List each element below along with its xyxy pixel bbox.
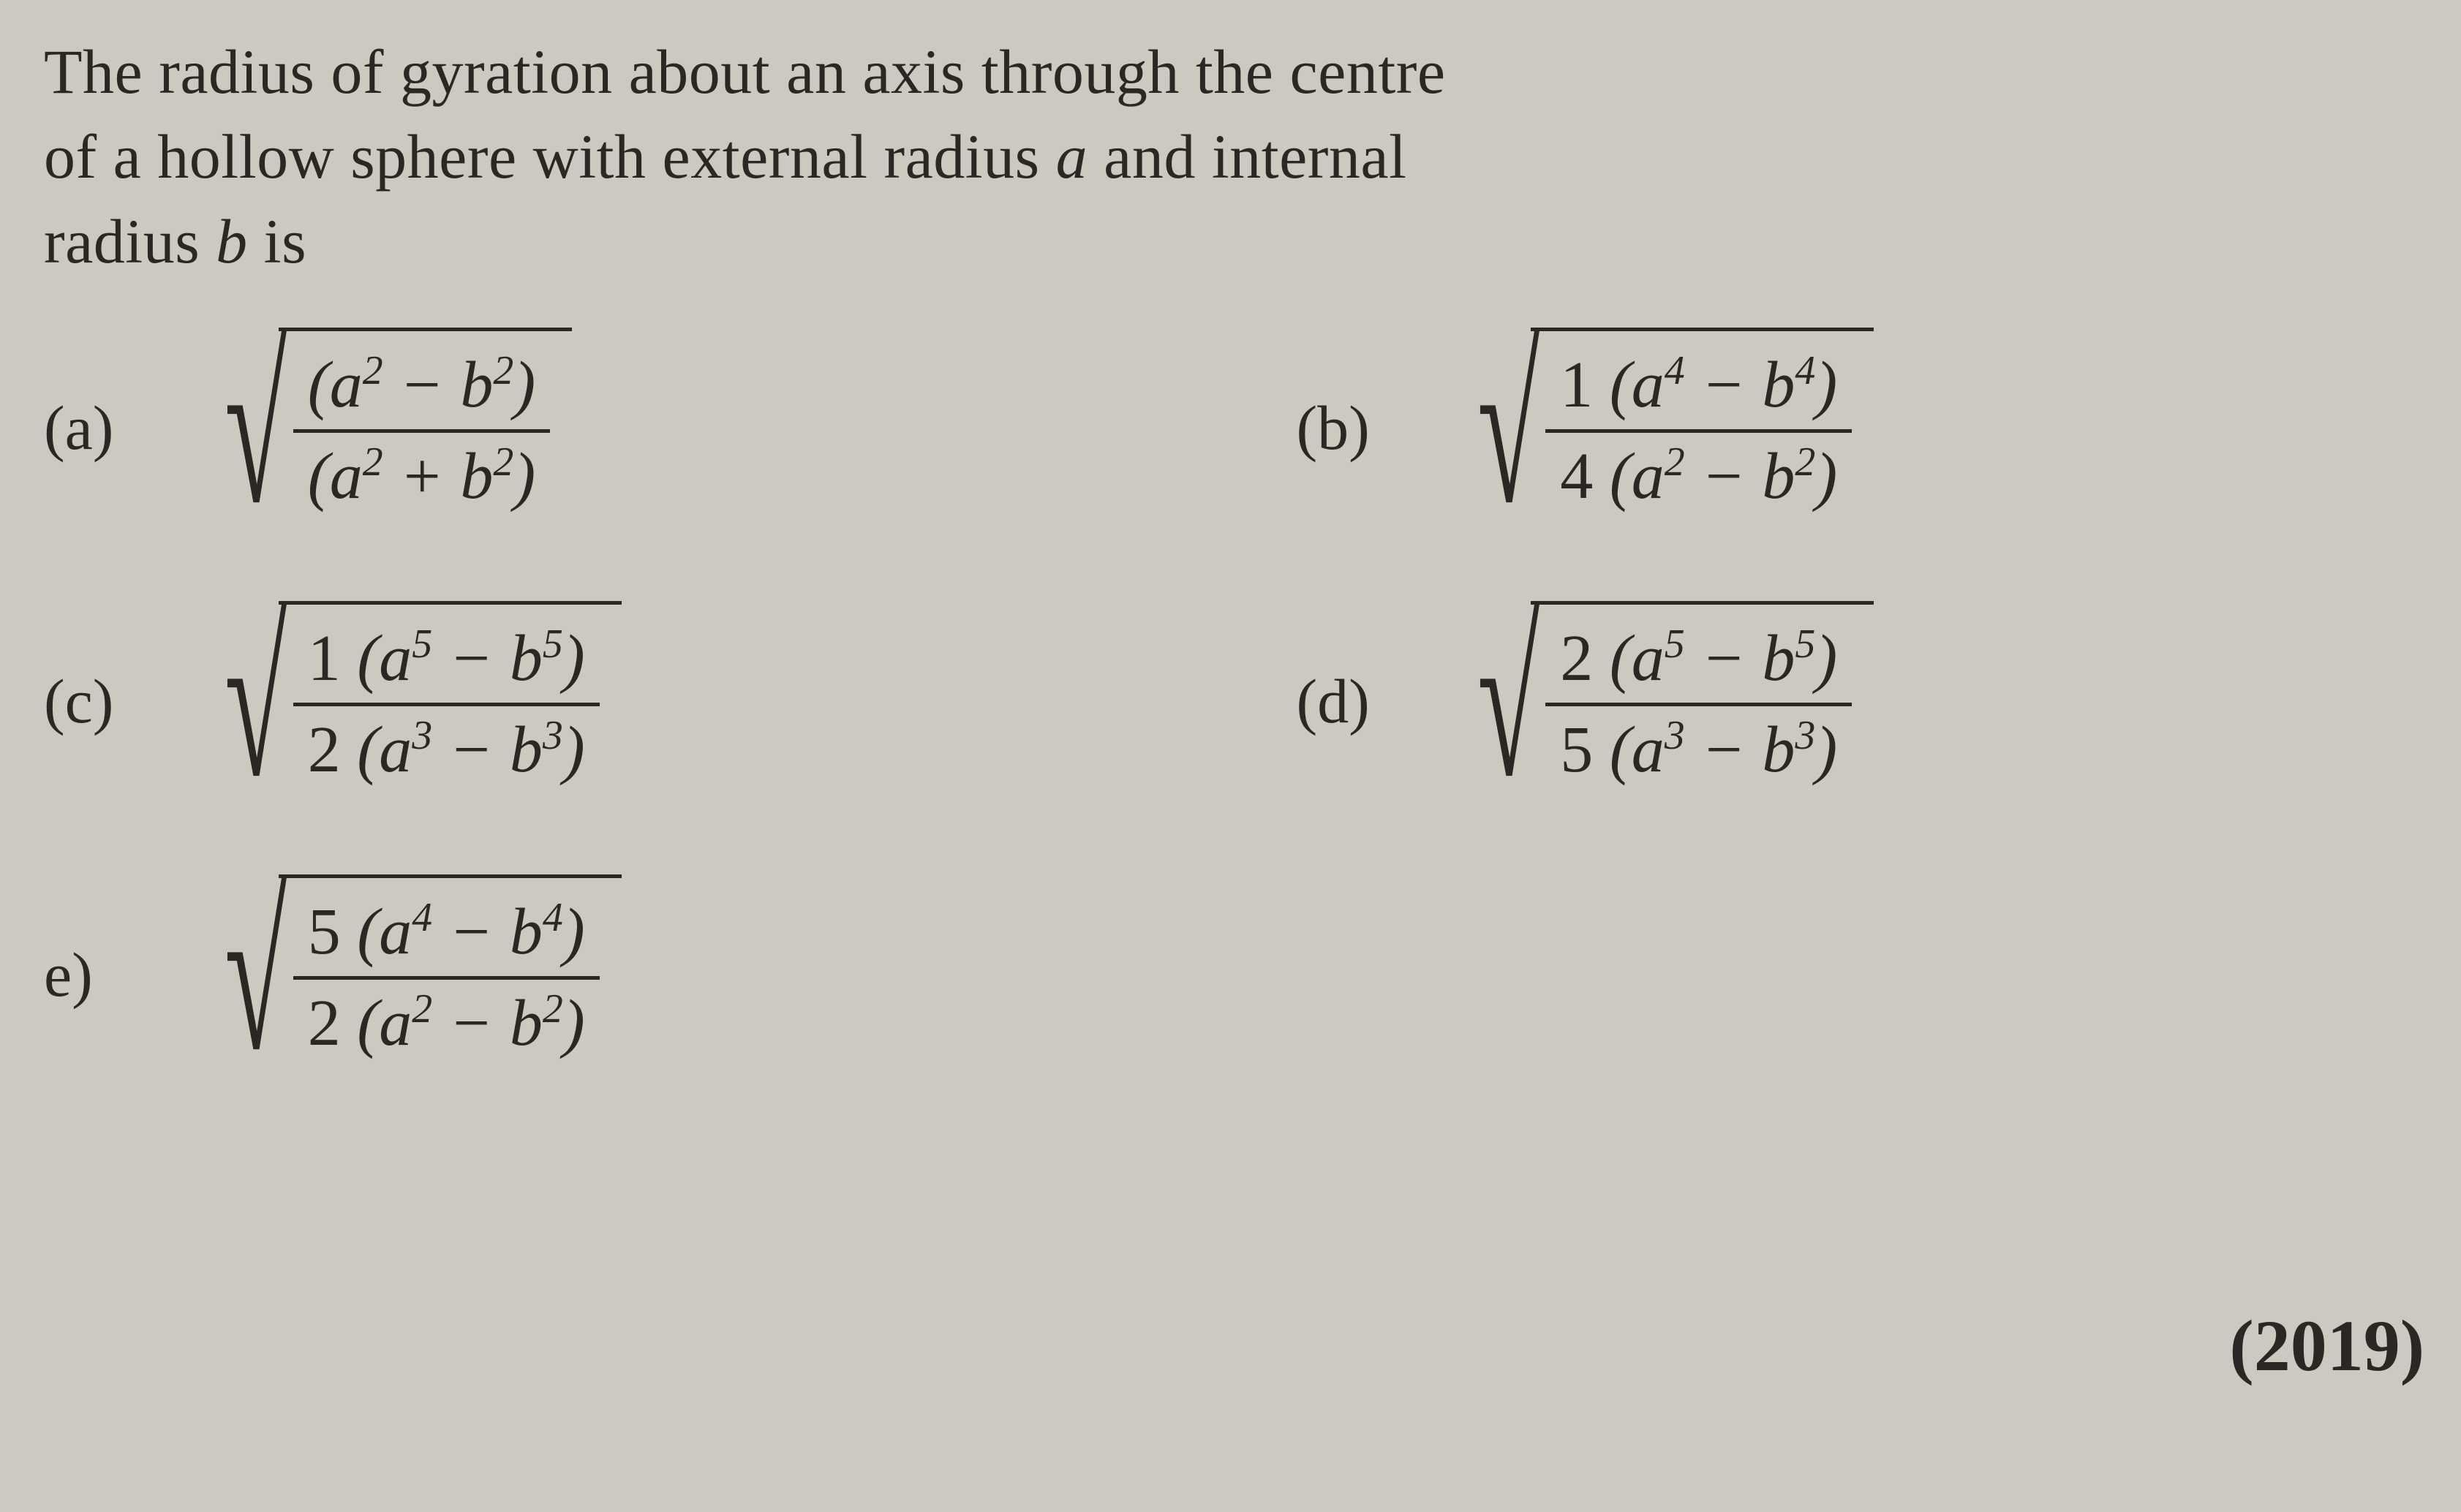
option-c-fraction: 1 (a5 − b5) 2 (a3 − b3): [293, 615, 600, 794]
option-c-expr: √ 1 (a5 − b5) 2 (a3 − b3): [183, 601, 622, 801]
option-b: (b) √ 1 (a4 − b4) 4 (a2 − b2): [1297, 328, 2403, 528]
option-e-numerator: 5 (a4 − b4): [293, 888, 600, 976]
option-e-denominator: 2 (a2 − b2): [293, 980, 600, 1067]
option-e-den-coef: 2: [308, 987, 341, 1059]
option-a-numerator: (a2 − b2): [293, 341, 551, 429]
option-b-num-expr: (a4 − b4): [1610, 349, 1838, 421]
option-b-numerator: 1 (a4 − b4): [1545, 341, 1852, 429]
option-b-den-expr: (a2 − b2): [1610, 440, 1838, 513]
option-b-radicand: 1 (a4 − b4) 4 (a2 − b2): [1531, 328, 1874, 528]
page: The radius of gyration about an axis thr…: [0, 0, 2461, 1512]
radical-icon: √: [225, 614, 287, 789]
option-d-den-coef: 5: [1560, 714, 1593, 786]
option-a-den-expr: (a2 + b2): [308, 440, 536, 513]
option-b-fraction: 1 (a4 − b4) 4 (a2 − b2): [1545, 341, 1852, 521]
radical-icon: √: [225, 888, 287, 1062]
option-d-fraction: 2 (a5 − b5) 5 (a3 − b3): [1545, 615, 1852, 794]
option-a-label: (a): [44, 396, 146, 459]
option-c-den-coef: 2: [308, 714, 341, 786]
option-c-denominator: 2 (a3 − b3): [293, 706, 600, 794]
option-c-num-expr: (a5 − b5): [357, 622, 585, 695]
option-b-expr: √ 1 (a4 − b4) 4 (a2 − b2): [1436, 328, 1874, 528]
year-tag: (2019): [2229, 1304, 2424, 1388]
option-d: (d) √ 2 (a5 − b5) 5 (a3 − b3): [1297, 601, 2403, 801]
question-stem: The radius of gyration about an axis thr…: [44, 29, 2402, 284]
option-a-denominator: (a2 + b2): [293, 433, 551, 521]
option-a-num-expr: (a2 − b2): [308, 349, 536, 421]
options-grid: (a) √ (a2 − b2) (a2 + b2): [44, 328, 2402, 1075]
radical-icon: √: [1477, 341, 1540, 515]
option-a-fraction: (a2 − b2) (a2 + b2): [293, 341, 551, 521]
option-e-num-coef: 5: [308, 896, 341, 968]
radical-icon: √: [225, 341, 287, 515]
option-c-label: (c): [44, 670, 146, 733]
option-c-numerator: 1 (a5 − b5): [293, 615, 600, 703]
option-c-den-expr: (a3 − b3): [357, 714, 585, 786]
option-e: e) √ 5 (a4 − b4) 2 (a2 − b2): [44, 874, 1150, 1075]
option-e-den-expr: (a2 − b2): [357, 987, 585, 1059]
stem-line3-post: is: [248, 206, 306, 276]
option-e-num-expr: (a4 − b4): [357, 896, 585, 968]
option-b-label: (b): [1297, 396, 1399, 459]
option-d-denominator: 5 (a3 − b3): [1545, 706, 1852, 794]
stem-line2-pre: of a hollow sphere with external radius: [44, 121, 1056, 192]
option-d-numerator: 2 (a5 − b5): [1545, 615, 1852, 703]
option-c: (c) √ 1 (a5 − b5) 2 (a3 − b3): [44, 601, 1150, 801]
option-d-radicand: 2 (a5 − b5) 5 (a3 − b3): [1531, 601, 1874, 801]
option-d-den-expr: (a3 − b3): [1610, 714, 1838, 786]
option-e-radicand: 5 (a4 − b4) 2 (a2 − b2): [279, 874, 622, 1075]
option-a-radicand: (a2 − b2) (a2 + b2): [279, 328, 573, 528]
option-d-label: (d): [1297, 670, 1399, 733]
option-b-num-coef: 1: [1560, 349, 1593, 421]
option-e-expr: √ 5 (a4 − b4) 2 (a2 − b2): [183, 874, 622, 1075]
option-e-fraction: 5 (a4 − b4) 2 (a2 − b2): [293, 888, 600, 1067]
option-d-expr: √ 2 (a5 − b5) 5 (a3 − b3): [1436, 601, 1874, 801]
option-b-den-coef: 4: [1560, 440, 1593, 513]
radical-icon: √: [1477, 614, 1540, 789]
option-c-num-coef: 1: [308, 622, 341, 695]
option-c-radicand: 1 (a5 − b5) 2 (a3 − b3): [279, 601, 622, 801]
option-a-expr: √ (a2 − b2) (a2 + b2): [183, 328, 572, 528]
option-b-denominator: 4 (a2 − b2): [1545, 433, 1852, 521]
option-e-label: e): [44, 943, 146, 1006]
option-d-num-expr: (a5 − b5): [1610, 622, 1838, 695]
option-d-num-coef: 2: [1560, 622, 1593, 695]
variable-a: a: [1056, 121, 1088, 192]
option-a: (a) √ (a2 − b2) (a2 + b2): [44, 328, 1150, 528]
stem-line3-pre: radius: [44, 206, 216, 276]
variable-b: b: [216, 206, 248, 276]
stem-line1: The radius of gyration about an axis thr…: [44, 37, 1446, 107]
stem-line2-mid: and internal: [1088, 121, 1406, 192]
